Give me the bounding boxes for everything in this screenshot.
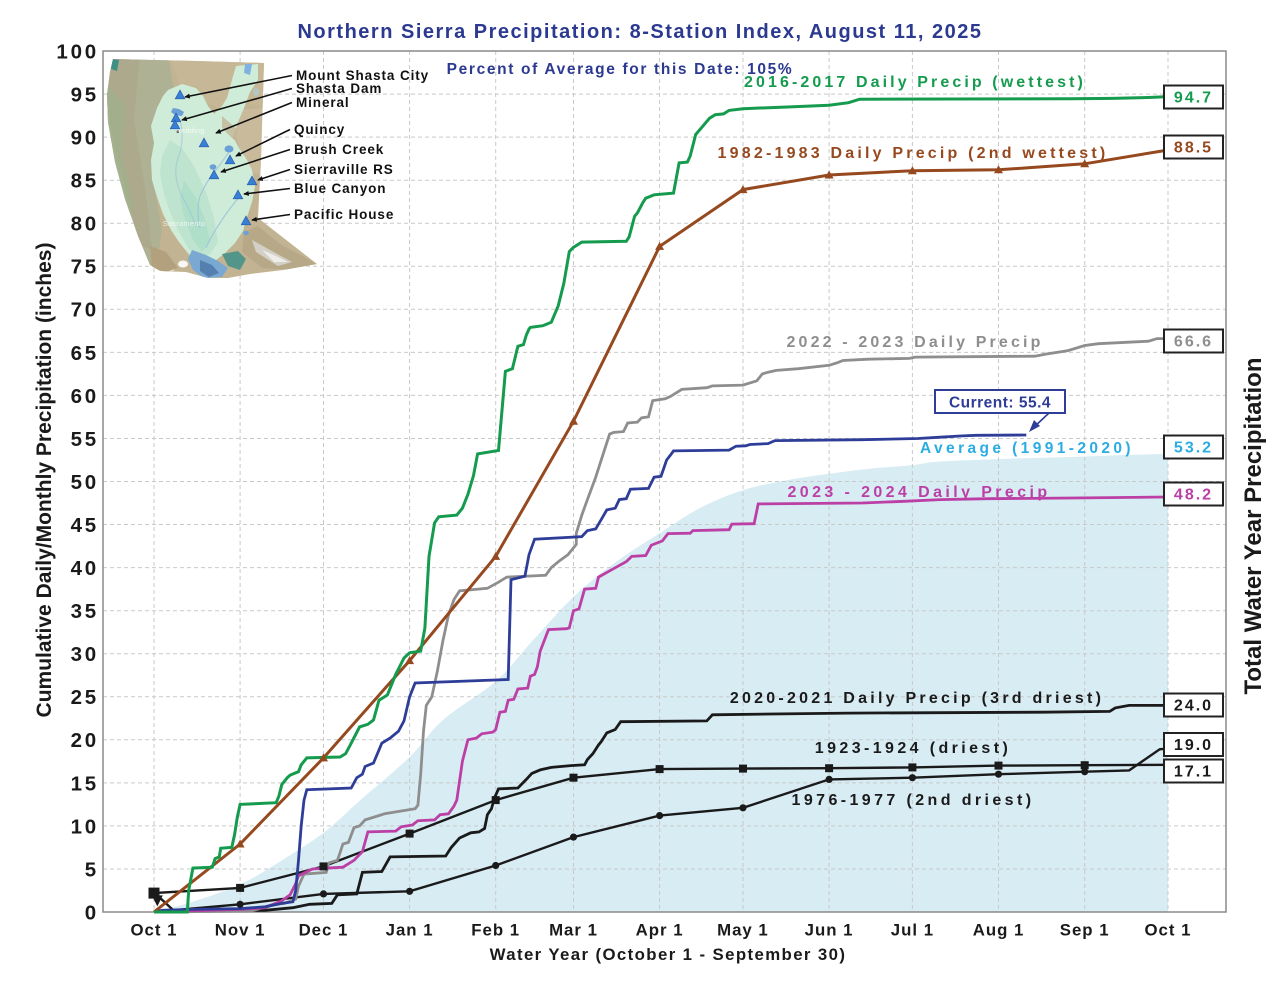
svg-text:Brush Creek: Brush Creek [294,142,384,157]
svg-text:Mount Shasta City: Mount Shasta City [296,68,429,83]
svg-text:5: 5 [85,858,99,881]
svg-text:Current: 55.4: Current: 55.4 [949,395,1051,412]
svg-text:95: 95 [71,83,99,106]
svg-text:0: 0 [85,901,99,924]
svg-text:Blue Canyon: Blue Canyon [294,181,386,196]
svg-text:48.2: 48.2 [1174,487,1213,504]
svg-text:19.0: 19.0 [1174,737,1213,754]
svg-text:10: 10 [71,815,99,838]
svg-text:1982-1983 Daily Precip (2nd we: 1982-1983 Daily Precip (2nd wettest) [718,145,1109,162]
svg-text:Sierraville RS: Sierraville RS [294,162,394,177]
svg-text:35: 35 [71,600,99,623]
svg-text:2022 - 2023 Daily Precip: 2022 - 2023 Daily Precip [786,334,1043,351]
svg-text:45: 45 [71,514,99,537]
svg-text:2020-2021 Daily Precip (3rd dr: 2020-2021 Daily Precip (3rd driest) [730,690,1104,707]
svg-text:70: 70 [71,299,99,322]
svg-text:53.2: 53.2 [1174,440,1213,457]
svg-text:50: 50 [71,471,99,494]
svg-text:Pacific House: Pacific House [294,207,394,222]
svg-text:17.1: 17.1 [1174,764,1213,781]
svg-text:Apr 1: Apr 1 [636,921,684,940]
svg-text:75: 75 [71,256,99,279]
svg-text:Total Water Year Precipitation: Total Water Year Precipitation [1240,358,1267,695]
svg-text:88.5: 88.5 [1174,140,1213,157]
svg-text:2023 - 2024 Daily Precip: 2023 - 2024 Daily Precip [787,484,1050,501]
svg-text:Mineral: Mineral [296,95,350,110]
svg-text:Quincy: Quincy [294,122,345,137]
svg-text:Water Year (October 1 - Septem: Water Year (October 1 - September 30) [490,945,847,964]
svg-text:1923-1924 (driest): 1923-1924 (driest) [815,740,1011,757]
svg-text:Jan 1: Jan 1 [386,921,434,940]
svg-text:Feb 1: Feb 1 [471,921,520,940]
svg-text:Oct 1: Oct 1 [131,921,178,940]
svg-text:Sep 1: Sep 1 [1060,921,1110,940]
svg-text:1976-1977 (2nd driest): 1976-1977 (2nd driest) [792,792,1035,809]
svg-text:Sacramento: Sacramento [163,219,205,228]
svg-text:30: 30 [71,643,99,666]
svg-text:85: 85 [71,170,99,193]
svg-text:Redding: Redding [175,126,204,135]
svg-text:Oct 1: Oct 1 [1145,921,1192,940]
svg-text:May 1: May 1 [717,921,769,940]
svg-text:Percent of Average for this Da: Percent of Average for this Date: 105% [447,61,794,78]
svg-text:15: 15 [71,772,99,795]
svg-text:40: 40 [71,557,99,580]
svg-text:Nov 1: Nov 1 [215,921,266,940]
svg-text:94.7: 94.7 [1174,90,1213,107]
svg-text:55: 55 [71,428,99,451]
svg-text:Cumulative Daily/Monthly Preci: Cumulative Daily/Monthly Precipitation (… [33,243,56,718]
svg-text:Northern Sierra Precipitation:: Northern Sierra Precipitation: 8-Station… [297,21,982,43]
svg-text:80: 80 [71,213,99,236]
svg-text:60: 60 [71,385,99,408]
svg-text:25: 25 [71,686,99,709]
svg-text:Mar 1: Mar 1 [549,921,598,940]
svg-text:90: 90 [71,127,99,150]
svg-text:Average (1991-2020): Average (1991-2020) [920,440,1134,457]
svg-text:Aug 1: Aug 1 [973,921,1025,940]
svg-text:2016-2017 Daily Precip (wettes: 2016-2017 Daily Precip (wettest) [744,74,1086,91]
svg-text:66.6: 66.6 [1174,334,1213,351]
svg-text:Jul 1: Jul 1 [891,921,934,940]
svg-text:Shasta Dam: Shasta Dam [296,81,382,96]
svg-text:65: 65 [71,342,99,365]
svg-text:Dec 1: Dec 1 [299,921,349,940]
svg-text:Jun 1: Jun 1 [805,921,854,940]
svg-text:24.0: 24.0 [1174,698,1213,715]
svg-text:20: 20 [71,729,99,752]
svg-text:100: 100 [56,40,99,63]
